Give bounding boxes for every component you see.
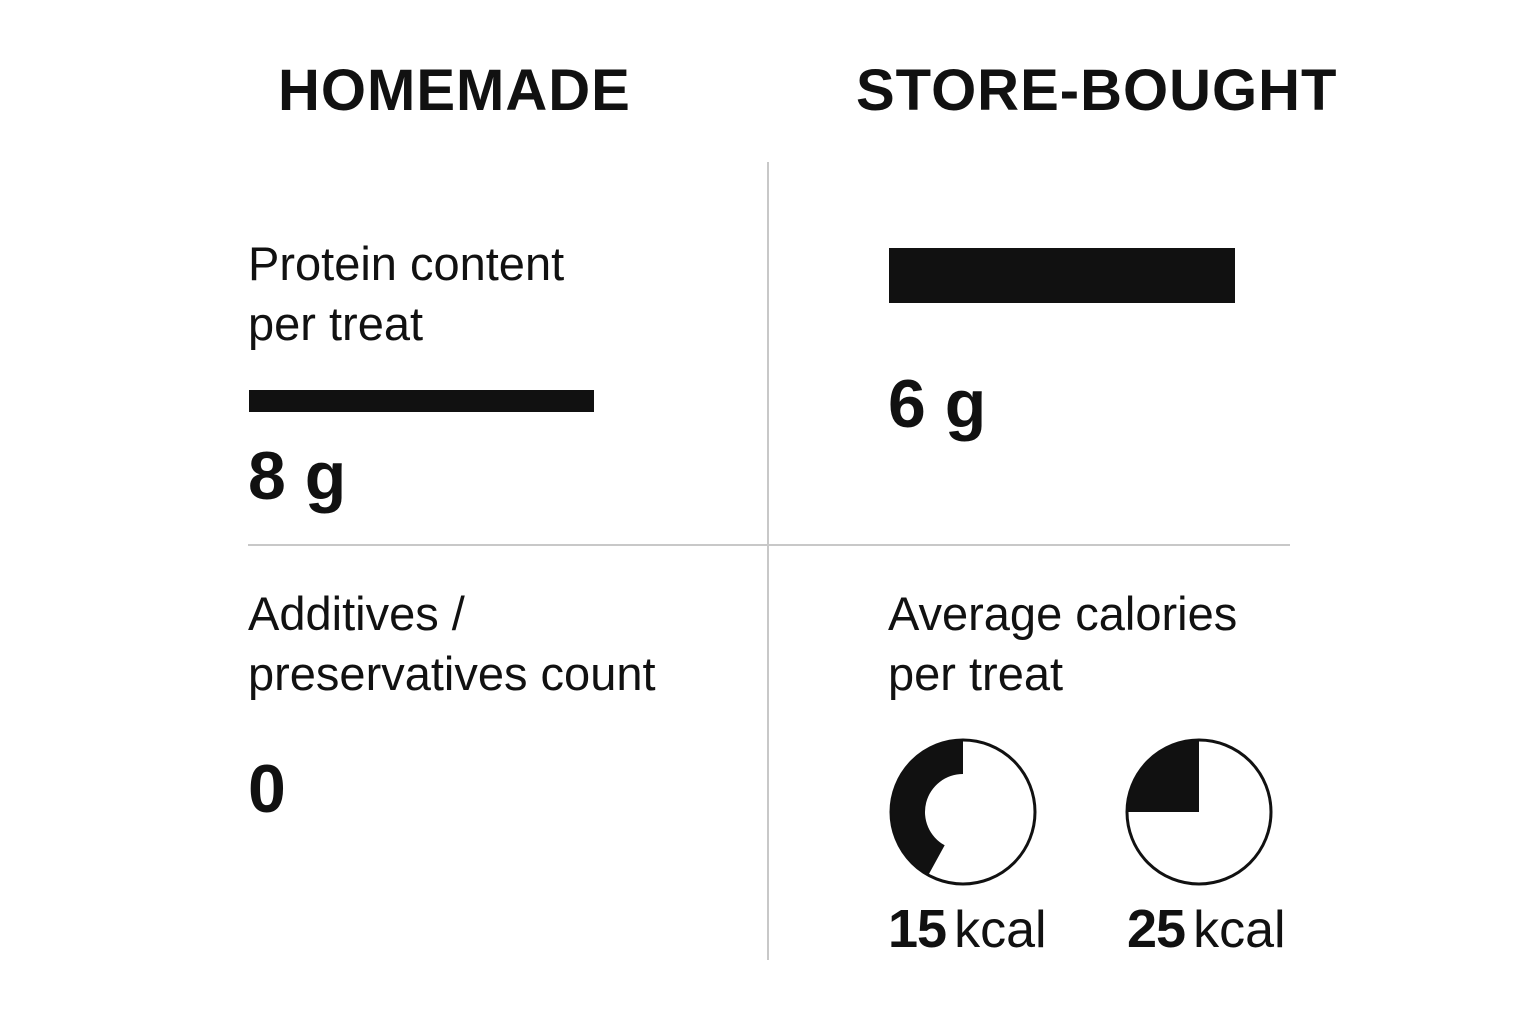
calories-pie-25-fill	[1127, 740, 1199, 812]
horizontal-divider	[248, 544, 1290, 546]
calories-num-25: 25	[1127, 899, 1186, 959]
protein-value-store: 6 g	[888, 366, 987, 442]
protein-value-homemade: 8 g	[248, 438, 347, 514]
protein-bar-store	[889, 248, 1235, 303]
column-title-homemade: HOMEMADE	[278, 58, 631, 123]
vertical-divider	[767, 162, 769, 960]
additives-label: Additives / preservatives count	[248, 587, 656, 700]
calories-pie-25	[1125, 738, 1273, 886]
protein-label: Protein content per treat	[248, 237, 565, 350]
column-title-store-bought: STORE-BOUGHT	[856, 58, 1338, 123]
calories-unit-25: kcal	[1193, 901, 1286, 959]
calories-donut-15	[889, 738, 1037, 886]
calories-donut-15-fill	[891, 740, 963, 876]
additives-value-homemade: 0	[248, 751, 286, 827]
calories-value-15: 15 kcal	[888, 902, 1047, 956]
calories-value-25: 25 kcal	[1127, 902, 1286, 956]
calories-num-15: 15	[888, 899, 947, 959]
calories-label: Average calories per treat	[888, 587, 1238, 700]
calories-unit-15: kcal	[954, 901, 1047, 959]
protein-bar-homemade	[249, 390, 594, 412]
